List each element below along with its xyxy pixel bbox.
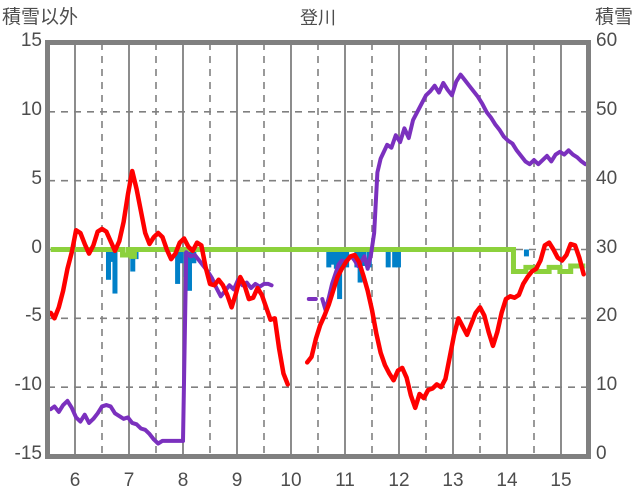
x-axis-tick: 13 [442, 470, 464, 491]
x-axis-tick: 15 [550, 470, 572, 491]
y-axis-tick-right: 30 [596, 236, 618, 258]
y-axis-tick-right: 50 [596, 98, 618, 120]
snow-depth-path [48, 398, 185, 446]
x-axis-tick: 12 [388, 470, 410, 491]
x-axis-tick: 6 [69, 470, 81, 491]
y-axis-tick-left: -15 [14, 443, 42, 464]
precipitation-bar [178, 249, 184, 264]
x-axis-tick: 10 [280, 470, 302, 491]
snow-depth-line [48, 72, 588, 446]
temperature-line [48, 168, 586, 411]
page-title: 登川 [300, 8, 336, 28]
plot-area [48, 43, 588, 456]
x-axis-tick: 11 [335, 470, 355, 491]
precipitation-bar [523, 249, 529, 257]
precipitation-bar [109, 249, 115, 262]
x-axis-tick: 9 [231, 470, 243, 491]
x-axis-tick: 7 [123, 470, 135, 491]
y-axis-tick-left: 0 [31, 236, 42, 258]
precipitation-bar [105, 249, 111, 280]
reference-line-path [50, 247, 586, 275]
y-axis-tick-left: -5 [25, 305, 42, 327]
left-axis-title: 積雪以外 [2, 7, 79, 28]
x-axis-tick: 8 [177, 470, 189, 491]
precipitation-bar [130, 249, 136, 272]
precipitation-bar [395, 249, 401, 268]
y-axis-tick-left: 10 [20, 98, 42, 120]
y-axis-tick-left: 15 [20, 30, 42, 51]
temperature-path [304, 240, 586, 411]
precipitation-bar [326, 249, 332, 268]
precipitation-bar [175, 249, 181, 284]
precipitation-bar [340, 249, 346, 268]
precipitation-bar [333, 249, 339, 269]
y-axis-tick-right: 40 [596, 167, 618, 189]
y-axis-tick-left: -10 [14, 374, 42, 396]
chart-svg [48, 43, 588, 456]
y-axis-tick-right: 0 [596, 443, 607, 464]
x-axis-tick: 14 [496, 470, 518, 491]
y-axis-tick-right: 10 [596, 374, 618, 396]
right-axis-title: 積雪 [594, 7, 633, 28]
precipitation-bar [186, 249, 192, 291]
y-axis-tick-right: 20 [596, 305, 618, 327]
y-axis-tick-right: 60 [596, 30, 618, 51]
precipitation-bar [385, 249, 391, 268]
y-axis-tick-left: 5 [31, 167, 42, 189]
precipitation-bar [112, 249, 118, 294]
temperature-path [48, 168, 291, 387]
snow-depth-path [181, 250, 274, 443]
precipitation-bar [330, 249, 336, 265]
reference-line [50, 247, 586, 275]
precipitation-bar [392, 249, 398, 268]
snow-depth-path [320, 72, 588, 313]
